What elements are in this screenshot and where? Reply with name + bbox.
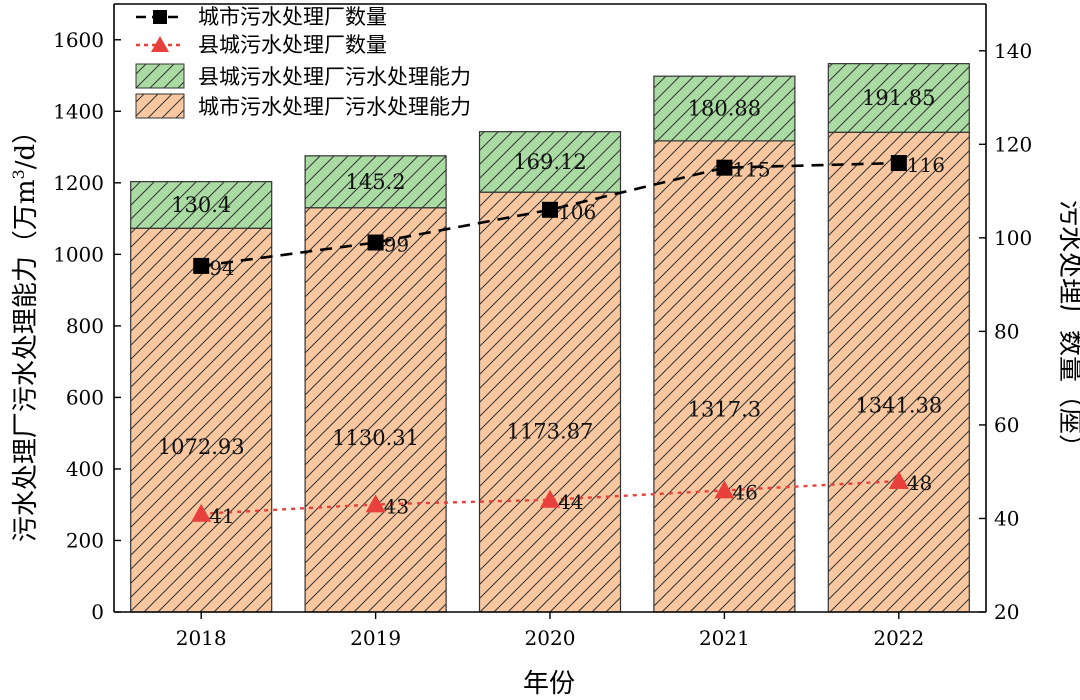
right-tick-label-20: 20 [994, 600, 1019, 624]
left-tick-label-200: 200 [66, 528, 104, 552]
legend-swatch-hatch-city-capacity [135, 93, 185, 119]
marker-city-count-2022 [890, 155, 907, 172]
legend-marker-county-count [151, 36, 169, 52]
marker-county-count-2019 [365, 494, 386, 513]
left-tick-label-600: 600 [66, 385, 104, 409]
left-tick-label-400: 400 [66, 457, 104, 481]
left-y-axis-title: 污水处理厂污水处理能力（万m3/d） [9, 118, 41, 542]
bar-hatch-county-2019 [304, 155, 447, 209]
x-tick-label-2018: 2018 [176, 626, 227, 650]
bar-hatch-city-2018 [130, 227, 273, 613]
marker-city-count-2018 [193, 257, 210, 274]
marker-county-count-2018 [191, 503, 212, 522]
point-label-county-count-2021: 46 [732, 480, 757, 504]
point-label-county-count-2019: 43 [384, 494, 409, 518]
bar-hatch-county-2021 [653, 75, 796, 142]
x-tick-label-2021: 2021 [699, 626, 750, 650]
bar-label-county-2020: 169.12 [513, 150, 586, 174]
bar-label-city-2018: 1072.93 [158, 435, 245, 459]
right-tick-label-60: 60 [994, 413, 1019, 437]
bar-hatch-city-2020 [478, 191, 622, 613]
marker-county-count-2022 [888, 471, 909, 490]
x-axis-title: 年份 [523, 669, 575, 699]
point-label-county-count-2020: 44 [558, 490, 583, 514]
right-tick-label-40: 40 [994, 506, 1019, 530]
right-tick-label-140: 140 [994, 39, 1032, 63]
bar-label-county-2021: 180.88 [688, 97, 761, 121]
legend-label-city-capacity: 城市污水处理厂污水处理能力 [198, 95, 471, 119]
legend-label-county-count: 县城污水处理厂数量 [198, 33, 387, 57]
left-tick-label-0: 0 [91, 600, 104, 624]
right-tick-label-100: 100 [994, 226, 1032, 250]
right-tick-label-120: 120 [994, 132, 1032, 156]
marker-city-count-2019 [367, 234, 384, 251]
bar-hatch-city-2022 [827, 131, 970, 613]
right-y-axis-title: 污水处理厂数量（座） [1055, 200, 1080, 460]
x-tick-label-2019: 2019 [350, 626, 401, 650]
left-y-axis-title-main: 污水处理厂污水处理能力（万m [11, 179, 41, 542]
bar-label-city-2021: 1317.3 [688, 397, 761, 421]
left-tick-label-1000: 1000 [53, 242, 104, 266]
point-label-city-count-2021: 115 [732, 158, 770, 182]
bar-hatch-county-2018 [130, 181, 273, 229]
left-y-axis-title-sup: 3 [9, 169, 28, 179]
point-label-county-count-2022: 48 [907, 471, 932, 495]
bar-label-city-2022: 1341.38 [855, 394, 942, 418]
bar-label-county-2018: 130.4 [171, 193, 231, 217]
marker-city-count-2021 [716, 159, 733, 176]
bar-label-city-2019: 1130.31 [332, 426, 419, 450]
bar-hatch-city-2019 [304, 207, 447, 613]
marker-county-count-2020 [540, 489, 560, 508]
point-label-city-count-2022: 116 [907, 153, 945, 177]
marker-county-count-2021 [714, 480, 735, 499]
legend-marker-city-count [153, 10, 167, 24]
bar-hatch-city-2021 [653, 140, 796, 613]
left-tick-label-1600: 1600 [53, 28, 104, 52]
bar-label-county-2022: 191.85 [862, 86, 935, 110]
bar-hatch-county-2020 [478, 131, 622, 193]
legend-label-city-count: 城市污水处理厂数量 [198, 5, 387, 29]
line-city-count [201, 161, 899, 268]
legend-swatch-hatch-county-capacity [135, 63, 185, 89]
left-tick-label-800: 800 [66, 314, 104, 338]
legend-label-county-capacity: 县城污水处理厂污水处理能力 [198, 65, 471, 89]
right-tick-label-80: 80 [994, 319, 1019, 343]
bar-label-county-2019: 145.2 [346, 170, 406, 194]
point-label-city-count-2018: 94 [209, 256, 234, 280]
left-tick-label-1200: 1200 [53, 171, 104, 195]
marker-city-count-2020 [542, 201, 558, 218]
point-label-city-count-2019: 99 [384, 233, 409, 257]
x-tick-label-2020: 2020 [525, 626, 576, 650]
point-label-county-count-2018: 41 [209, 504, 234, 528]
left-y-axis-title-tail: /d） [11, 118, 41, 169]
point-label-city-count-2020: 106 [558, 200, 596, 224]
x-tick-label-2022: 2022 [873, 626, 924, 650]
left-tick-label-1400: 1400 [53, 99, 104, 123]
bar-hatch-county-2022 [827, 63, 970, 133]
bar-label-city-2020: 1173.87 [507, 419, 594, 443]
